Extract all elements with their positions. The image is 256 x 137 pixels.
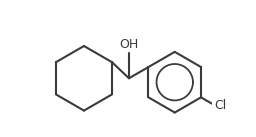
Text: OH: OH: [119, 38, 138, 51]
Text: Cl: Cl: [214, 99, 227, 112]
